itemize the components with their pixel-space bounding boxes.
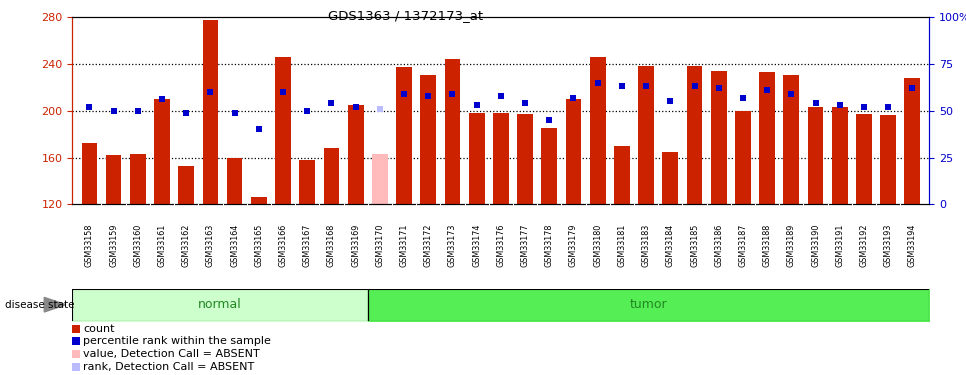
Bar <box>614 146 630 204</box>
Bar <box>590 57 606 204</box>
Bar <box>227 158 242 204</box>
Bar <box>348 105 363 204</box>
Text: GSM33173: GSM33173 <box>448 224 457 267</box>
Text: GSM33184: GSM33184 <box>666 224 675 267</box>
Bar <box>251 197 267 204</box>
Bar <box>324 148 339 204</box>
Bar <box>663 152 678 204</box>
Text: GSM33159: GSM33159 <box>109 224 118 267</box>
Text: GSM33167: GSM33167 <box>302 224 312 267</box>
Text: GSM33171: GSM33171 <box>400 224 409 267</box>
Bar <box>130 154 146 204</box>
Polygon shape <box>44 297 66 312</box>
Bar <box>81 144 98 204</box>
Text: GSM33172: GSM33172 <box>424 224 433 267</box>
Bar <box>639 66 654 204</box>
Text: GSM33169: GSM33169 <box>352 224 360 267</box>
Text: GSM33174: GSM33174 <box>472 224 481 267</box>
Bar <box>493 113 509 204</box>
Text: GSM33190: GSM33190 <box>811 224 820 267</box>
Text: GSM33193: GSM33193 <box>884 224 893 267</box>
Text: GSM33168: GSM33168 <box>327 224 336 267</box>
Bar <box>155 99 170 204</box>
Bar <box>735 111 751 204</box>
Bar <box>856 114 871 204</box>
Text: GSM33179: GSM33179 <box>569 224 578 267</box>
Text: GSM33178: GSM33178 <box>545 224 554 267</box>
Bar <box>372 154 387 204</box>
Text: rank, Detection Call = ABSENT: rank, Detection Call = ABSENT <box>83 362 254 372</box>
Bar <box>783 75 799 204</box>
Bar <box>275 57 291 204</box>
Text: GSM33189: GSM33189 <box>787 224 796 267</box>
Bar <box>880 116 896 204</box>
Bar <box>179 166 194 204</box>
Bar <box>904 78 921 204</box>
Text: GDS1363 / 1372173_at: GDS1363 / 1372173_at <box>328 9 483 22</box>
Text: GSM33183: GSM33183 <box>641 224 650 267</box>
Text: GSM33192: GSM33192 <box>860 224 868 267</box>
Bar <box>105 155 122 204</box>
Text: disease state: disease state <box>5 300 74 310</box>
Text: GSM33162: GSM33162 <box>182 224 190 267</box>
Text: value, Detection Call = ABSENT: value, Detection Call = ABSENT <box>83 349 260 359</box>
Text: GSM33166: GSM33166 <box>278 224 288 267</box>
Bar <box>541 128 557 204</box>
Text: percentile rank within the sample: percentile rank within the sample <box>83 336 271 346</box>
Text: GSM33165: GSM33165 <box>254 224 264 267</box>
Bar <box>832 107 847 204</box>
Text: GSM33187: GSM33187 <box>738 224 748 267</box>
Text: tumor: tumor <box>630 298 668 311</box>
Bar <box>808 107 823 204</box>
Text: GSM33163: GSM33163 <box>206 224 214 267</box>
Bar <box>566 99 582 204</box>
Text: normal: normal <box>198 298 242 311</box>
Bar <box>396 67 412 204</box>
Text: GSM33185: GSM33185 <box>690 224 699 267</box>
Bar <box>444 59 461 204</box>
Bar <box>469 113 485 204</box>
Text: GSM33164: GSM33164 <box>230 224 240 267</box>
Text: GSM33181: GSM33181 <box>617 224 626 267</box>
Bar <box>299 160 315 204</box>
Bar <box>711 71 726 204</box>
Bar <box>420 75 436 204</box>
Text: GSM33194: GSM33194 <box>908 224 917 267</box>
Text: GSM33161: GSM33161 <box>157 224 166 267</box>
Bar <box>687 66 702 204</box>
Bar <box>759 72 775 204</box>
Text: count: count <box>83 324 115 334</box>
Text: GSM33191: GSM33191 <box>836 224 844 267</box>
Text: GSM33170: GSM33170 <box>376 224 384 267</box>
Text: GSM33188: GSM33188 <box>762 224 772 267</box>
Text: GSM33160: GSM33160 <box>133 224 142 267</box>
Bar <box>517 114 533 204</box>
Text: GSM33158: GSM33158 <box>85 224 94 267</box>
Text: GSM33186: GSM33186 <box>714 224 724 267</box>
Bar <box>203 20 218 204</box>
Text: GSM33180: GSM33180 <box>593 224 602 267</box>
Text: GSM33177: GSM33177 <box>521 224 529 267</box>
Text: GSM33176: GSM33176 <box>497 224 505 267</box>
